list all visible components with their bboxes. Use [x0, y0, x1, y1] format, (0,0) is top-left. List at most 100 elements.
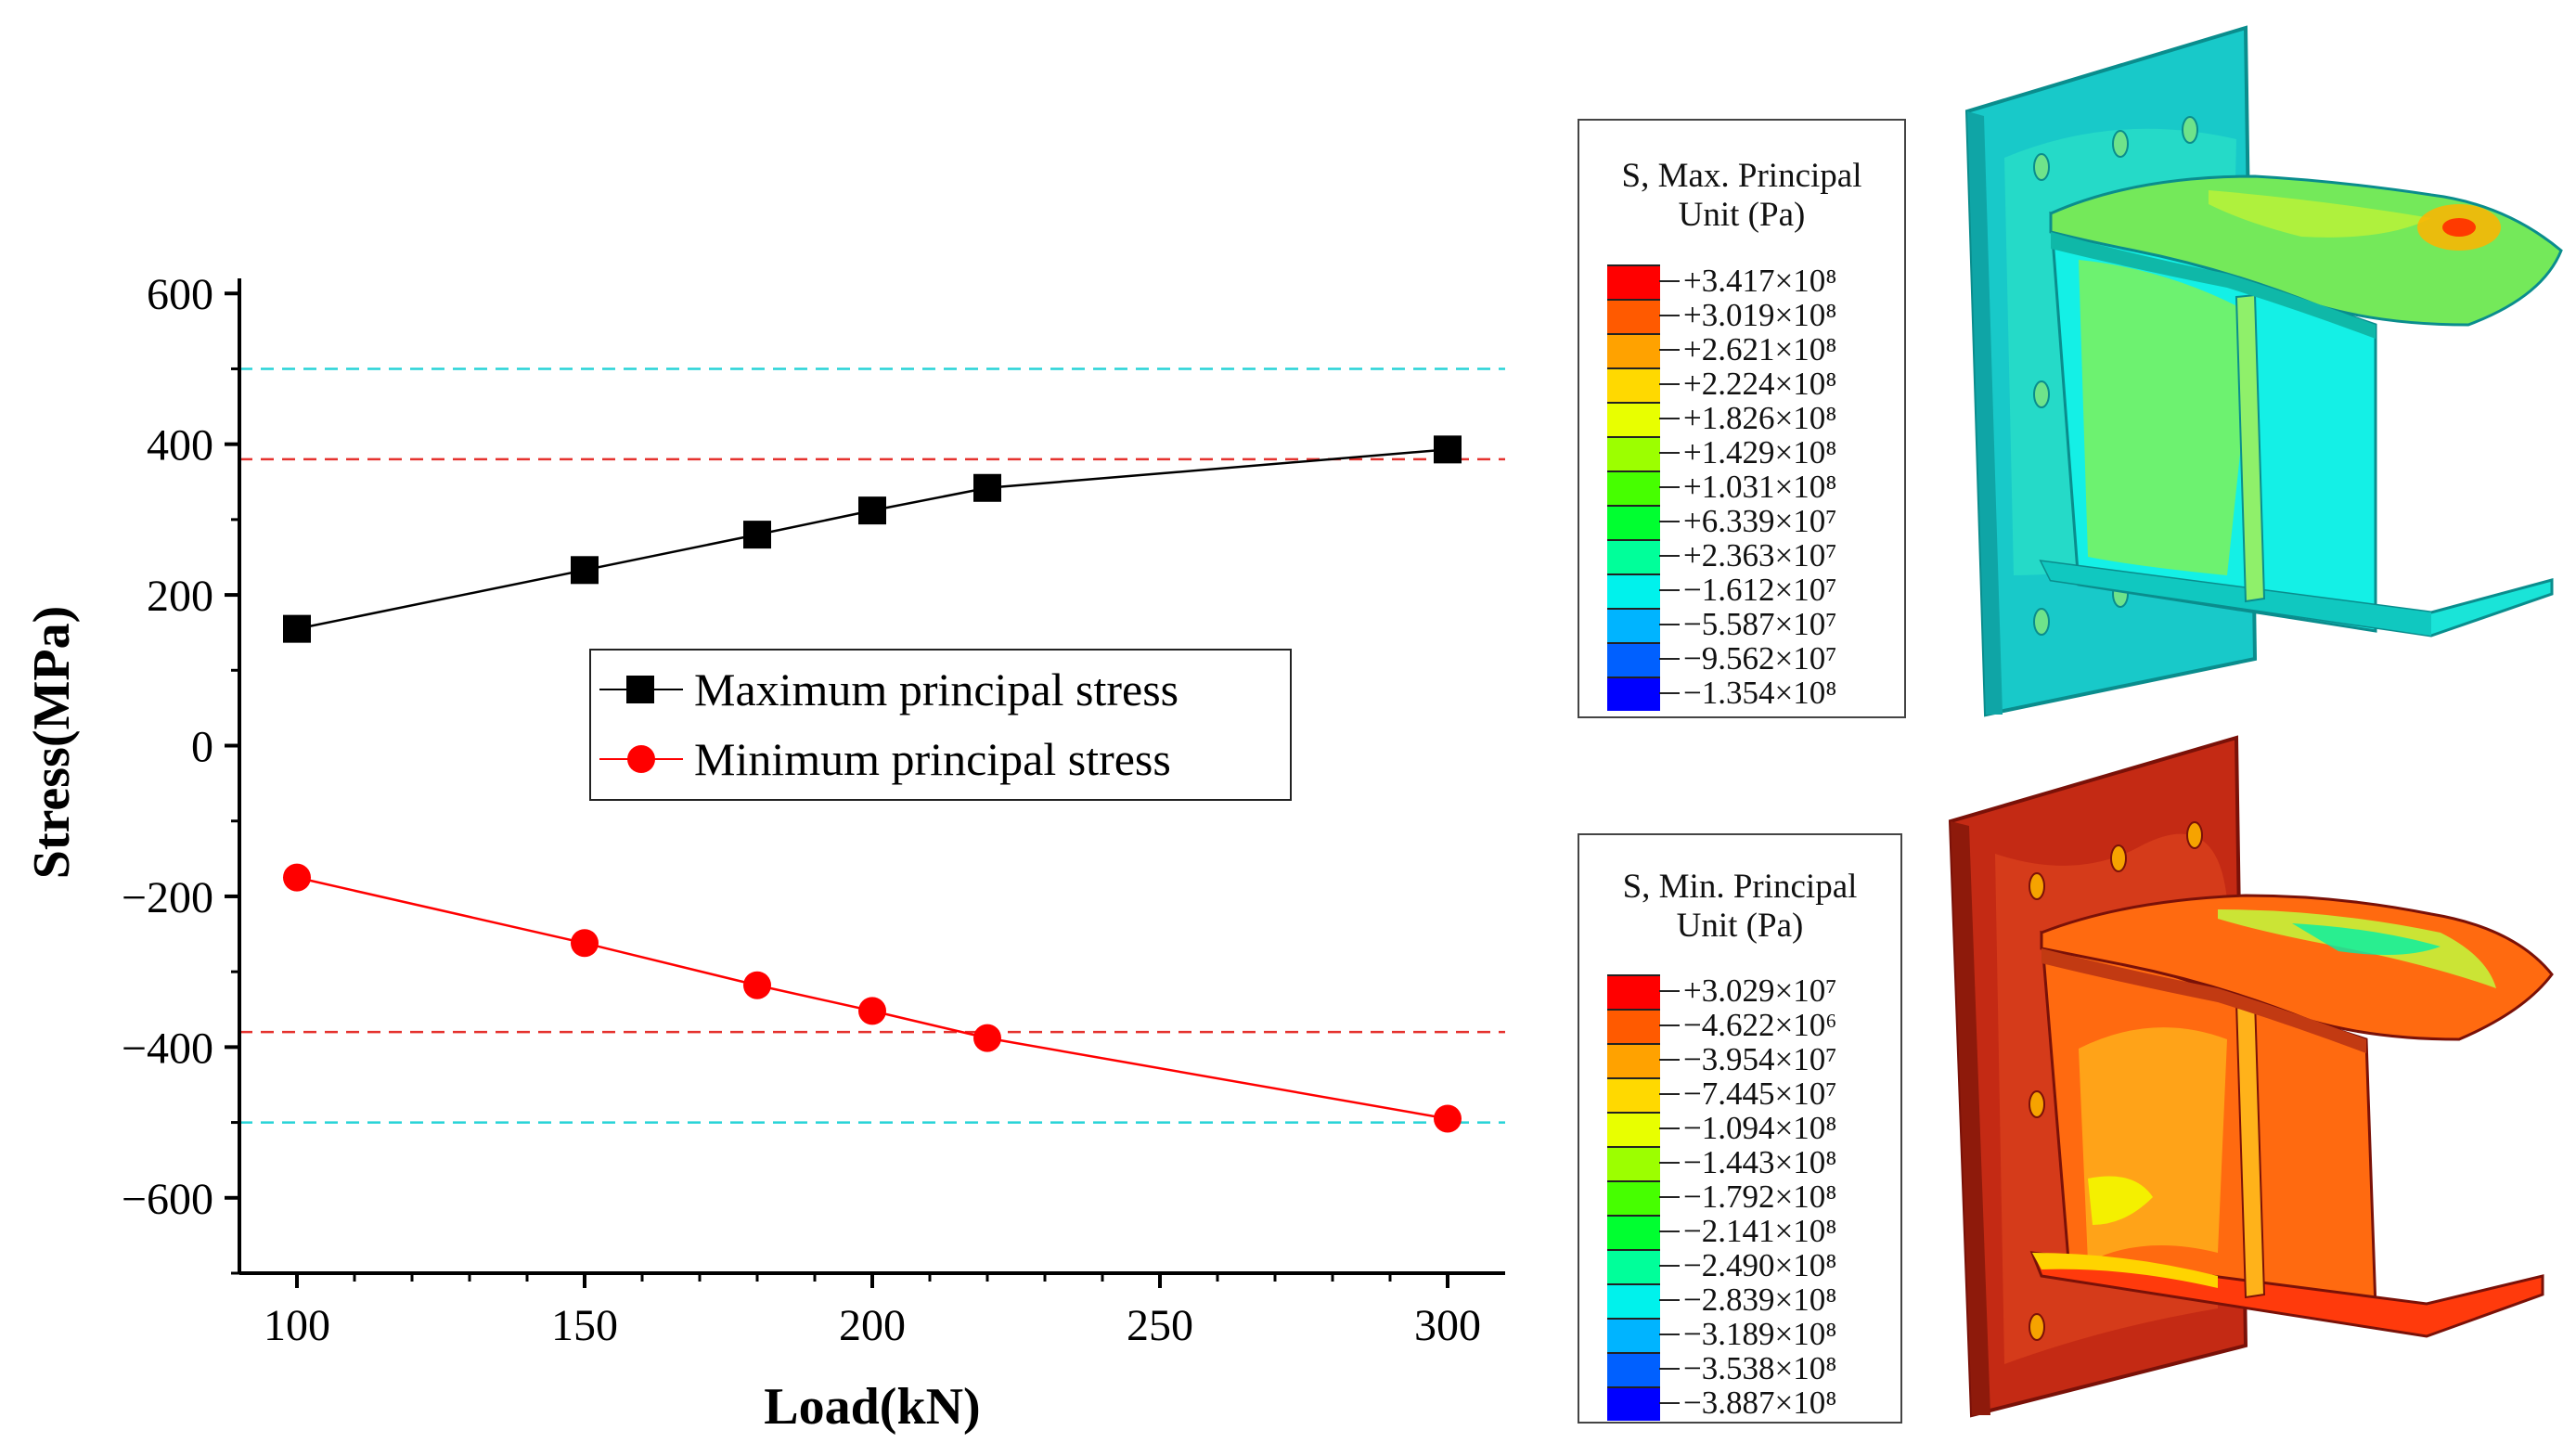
legend-label-min: Minimum principal stress	[694, 733, 1171, 785]
contour-value-label: −5.587×10⁷	[1658, 606, 1837, 642]
contour-value-label: −3.189×10⁸	[1658, 1316, 1837, 1352]
contour-scale-row: +2.224×10⁸	[1607, 366, 1836, 402]
contour-scale-row: −9.562×10⁷	[1607, 640, 1836, 676]
x-tick-label: 250	[1127, 1301, 1193, 1350]
data-point-max	[283, 614, 311, 643]
data-point-max	[858, 496, 886, 525]
contour-color-swatch	[1607, 642, 1660, 676]
data-point-min	[1434, 1104, 1462, 1133]
contour-value-label: +2.621×10⁸	[1658, 331, 1837, 367]
x-tick-label: 100	[264, 1301, 330, 1350]
contour-color-swatch	[1607, 299, 1660, 333]
y-tick-label: 200	[147, 572, 213, 621]
stress-load-chart: 600 400 200 0 −200 −400 −600 100 150 200 250 300 Lo…	[23, 270, 1505, 1436]
contour-value-label: −2.839×10⁸	[1658, 1282, 1837, 1318]
contour-value-label: −9.562×10⁷	[1658, 640, 1837, 676]
reference-lines	[239, 367, 1505, 1124]
contour-scale-row: −1.792×10⁸	[1607, 1179, 1836, 1215]
contour-value-label: −3.887×10⁸	[1658, 1385, 1837, 1421]
legend-marker-min	[627, 745, 655, 773]
series-line-1	[296, 876, 1449, 1120]
contour-value-label: −7.445×10⁷	[1658, 1076, 1837, 1112]
contour-min-title: S, Min. Principal	[1622, 868, 1858, 906]
legend-label-max: Maximum principal stress	[694, 664, 1179, 715]
contour-scale-row: −1.443×10⁸	[1607, 1144, 1836, 1180]
contour-scale-row: −1.354×10⁸	[1607, 675, 1836, 711]
contour-scale-row: −7.445×10⁷	[1607, 1076, 1836, 1112]
data-point-min	[571, 929, 599, 958]
data-point-min	[858, 997, 886, 1025]
contour-color-swatch	[1607, 367, 1660, 402]
contour-scale-row: −4.622×10⁶	[1607, 1007, 1836, 1043]
contour-color-swatch	[1607, 1009, 1660, 1043]
contour-value-label: −1.094×10⁸	[1658, 1110, 1837, 1146]
contour-scale-row: −3.887×10⁸	[1607, 1385, 1836, 1421]
contour-value-label: +2.224×10⁸	[1658, 366, 1837, 402]
contour-color-swatch	[1607, 264, 1660, 299]
contour-scale-row: +6.339×10⁷	[1607, 503, 1836, 539]
data-point-max	[743, 521, 771, 549]
contour-color-swatch	[1607, 1352, 1660, 1386]
contour-color-swatch	[1607, 436, 1660, 470]
contour-value-label: −1.443×10⁸	[1658, 1144, 1837, 1180]
data-point-min	[283, 863, 311, 892]
contour-max-unit: Unit (Pa)	[1678, 196, 1806, 234]
contour-color-swatch	[1607, 1180, 1660, 1215]
contour-scale-row: +1.429×10⁸	[1607, 434, 1836, 470]
series-line-0	[296, 448, 1449, 630]
contour-value-label: +2.363×10⁷	[1658, 537, 1837, 573]
y-tick-label: 600	[147, 270, 213, 319]
contour-value-label: −1.354×10⁸	[1658, 675, 1837, 711]
contour-scale-row: +3.417×10⁸	[1607, 263, 1836, 299]
contour-color-swatch	[1607, 505, 1660, 539]
contour-scale-row: +2.621×10⁸	[1607, 331, 1836, 367]
contour-scale-row: −3.189×10⁸	[1607, 1316, 1836, 1352]
contour-color-swatch	[1607, 676, 1660, 711]
y-tick-label: −400	[122, 1024, 213, 1073]
contour-legend-min: S, Min. Principal Unit (Pa) +3.029×10⁷ −4…	[1578, 833, 1902, 1424]
contour-value-label: +1.429×10⁸	[1658, 434, 1837, 470]
data-point-min	[973, 1024, 1001, 1052]
y-tick-label: 0	[191, 723, 213, 772]
x-axis-label: Load(kN)	[764, 1378, 980, 1436]
contour-color-swatch	[1607, 539, 1660, 573]
contour-color-swatch	[1607, 974, 1660, 1009]
contour-color-swatch	[1607, 608, 1660, 642]
contour-scale-row: −5.587×10⁷	[1607, 606, 1836, 642]
data-point-max	[571, 556, 599, 585]
fe-model-min-principal	[1948, 735, 2554, 1418]
contour-scale-row: +1.826×10⁸	[1607, 400, 1836, 436]
contour-color-swatch	[1607, 1146, 1660, 1180]
contour-color-swatch	[1607, 1386, 1660, 1421]
contour-value-label: +3.029×10⁷	[1658, 973, 1837, 1009]
data-point-max	[973, 473, 1001, 502]
contour-scale-row: −3.954×10⁷	[1607, 1041, 1836, 1077]
contour-value-label: +6.339×10⁷	[1658, 503, 1837, 539]
contour-color-swatch	[1607, 402, 1660, 436]
contour-scale-row: −2.839×10⁸	[1607, 1282, 1836, 1318]
contour-color-swatch	[1607, 1077, 1660, 1112]
contour-color-swatch	[1607, 470, 1660, 505]
contour-color-swatch	[1607, 1215, 1660, 1249]
axes: 600 400 200 0 −200 −400 −600 100 150 200 250 300	[122, 270, 1505, 1350]
contour-legend-max: S, Max. Principal Unit (Pa) +3.417×10⁸ +3…	[1578, 119, 1906, 718]
contour-scale-row: +3.029×10⁷	[1607, 973, 1836, 1009]
contour-value-label: +1.826×10⁸	[1658, 400, 1837, 436]
contour-scale-row: −2.141×10⁸	[1607, 1213, 1836, 1249]
contour-scale-row: +2.363×10⁷	[1607, 537, 1836, 573]
legend-marker-max	[626, 676, 654, 703]
contour-scale-row: +1.031×10⁸	[1607, 469, 1836, 505]
contour-color-swatch	[1607, 333, 1660, 367]
contour-scale-row: −3.538×10⁸	[1607, 1350, 1836, 1386]
contour-scale-row: −1.094×10⁸	[1607, 1110, 1836, 1146]
contour-color-swatch	[1607, 1318, 1660, 1352]
contour-value-label: −4.622×10⁶	[1658, 1007, 1837, 1043]
contour-color-swatch	[1607, 1249, 1660, 1283]
contour-color-swatch	[1607, 1283, 1660, 1318]
contour-color-swatch	[1607, 1043, 1660, 1077]
chart-legend: Maximum principal stress Minimum princip…	[589, 649, 1292, 801]
x-tick-label: 300	[1414, 1301, 1481, 1350]
y-tick-label: 400	[147, 421, 213, 470]
y-axis-label: Stress(MPa)	[23, 606, 81, 879]
contour-scale-row: +3.019×10⁸	[1607, 297, 1836, 333]
